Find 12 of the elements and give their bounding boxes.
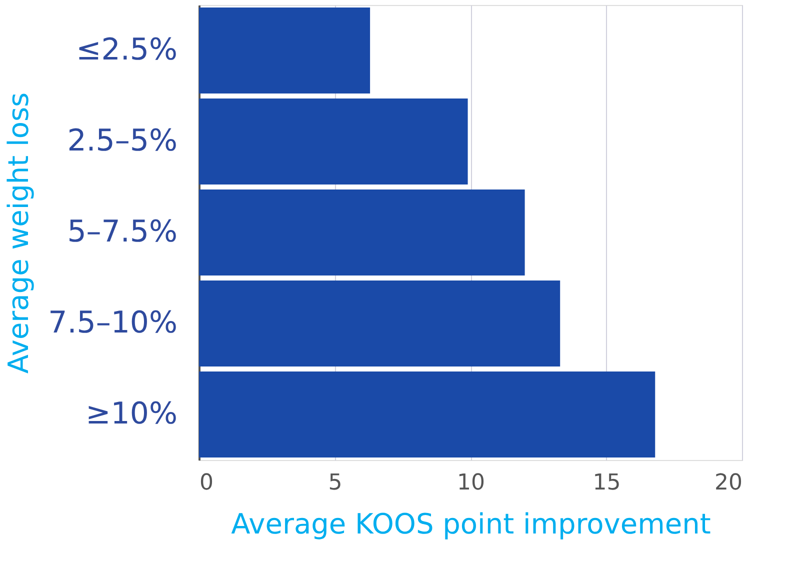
- x-tick-label: 10: [457, 470, 485, 496]
- y-tick-label: 5–7.5%: [67, 214, 178, 250]
- x-tick-label: 0: [200, 470, 214, 496]
- y-axis-title: Average weight loss: [2, 92, 36, 374]
- x-axis-title: Average KOOS point improvement: [231, 508, 711, 540]
- y-tick-label: ≥10%: [86, 396, 178, 432]
- y-tick-label: 7.5–10%: [48, 306, 178, 340]
- x-tick-label: 15: [592, 470, 621, 496]
- y-tick-label: 2.5–5%: [67, 124, 178, 158]
- x-tick-label: 5: [328, 470, 342, 496]
- y-tick-label: ≤2.5%: [76, 32, 178, 68]
- x-tick-label: 20: [714, 470, 742, 496]
